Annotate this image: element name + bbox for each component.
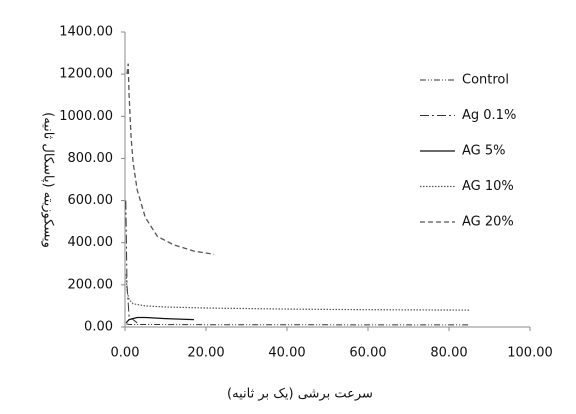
y-axis-label: ویسکوزیته (پاسکال ثانیه) bbox=[41, 112, 56, 248]
x-tick-label: 20.00 bbox=[187, 346, 224, 361]
series-line bbox=[126, 323, 470, 326]
legend-label: Control bbox=[462, 73, 509, 88]
legend-label: Ag 0.1% bbox=[462, 108, 516, 123]
legend-label: AG 10% bbox=[462, 179, 514, 194]
series-line bbox=[125, 200, 138, 324]
y-tick-label: 0.00 bbox=[84, 320, 113, 335]
y-tick-label: 1200.00 bbox=[59, 67, 113, 82]
legend-label: AG 5% bbox=[462, 144, 506, 159]
x-tick-label: 100.00 bbox=[507, 346, 553, 361]
series-line bbox=[126, 63, 215, 255]
y-tick-label: 1000.00 bbox=[59, 109, 113, 124]
series-line bbox=[125, 274, 470, 311]
x-tick-label: 60.00 bbox=[349, 346, 386, 361]
y-tick-label: 800.00 bbox=[68, 151, 114, 166]
y-tick-label: 1400.00 bbox=[59, 25, 113, 40]
x-axis-label: سرعت برشی (یک بر ثانیه) bbox=[227, 387, 373, 402]
legend-label: AG 20% bbox=[462, 215, 514, 230]
x-tick-label: 40.00 bbox=[268, 346, 305, 361]
y-tick-label: 600.00 bbox=[68, 193, 114, 208]
x-tick-label: 0.00 bbox=[111, 346, 140, 361]
series-line bbox=[125, 316, 194, 324]
y-tick-label: 200.00 bbox=[68, 277, 114, 292]
y-tick-label: 400.00 bbox=[68, 235, 114, 250]
x-tick-label: 80.00 bbox=[430, 346, 467, 361]
